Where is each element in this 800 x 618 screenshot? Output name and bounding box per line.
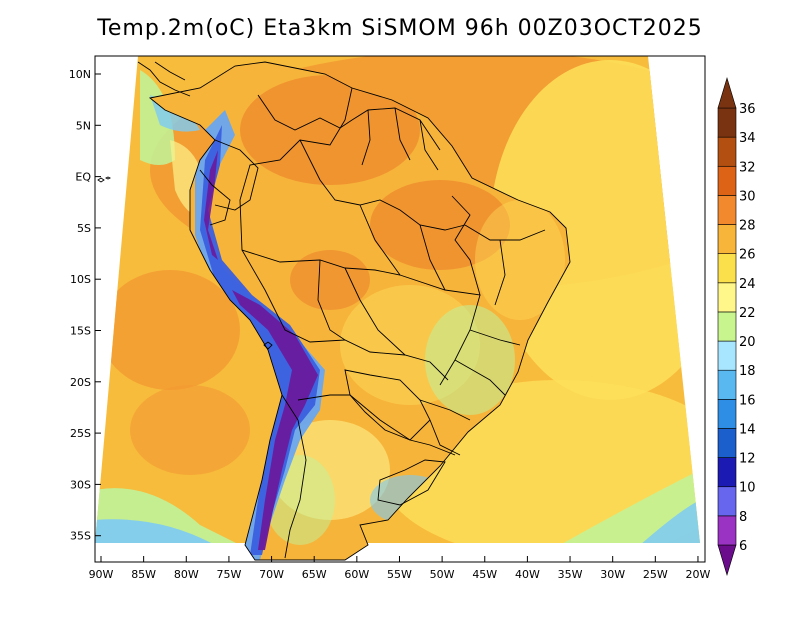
ecuador-border [199, 169, 231, 226]
colorbar-label: 24 [739, 277, 756, 292]
colorbar: 6 8 10 12 14 16 18 20 22 24 26 28 30 32 34 36 [717, 76, 756, 577]
lat-label: 10S [70, 273, 91, 286]
colorbar-bin [717, 486, 737, 517]
colorbar-label: 18 [739, 364, 756, 379]
colorbar-bin [717, 457, 737, 488]
argentina-north-border [297, 394, 456, 456]
andes-north-cold [204, 150, 218, 260]
land-mild-northeast [475, 200, 565, 320]
map-frame [94, 55, 706, 563]
colorbar-bin [717, 107, 737, 138]
lat-label: 5N [76, 119, 91, 132]
lon-label: 60W [344, 568, 369, 581]
colorbar-bin [717, 195, 737, 225]
colorbar-label: 26 [739, 248, 756, 263]
colorbar-bin [717, 544, 737, 577]
bolivia-border [317, 259, 406, 356]
colorbar-bin [717, 136, 737, 167]
longitude-axis: 90W 85W 80W 75W 70W 65W 60W 55W 50W 45W 40W 35W 30W 2… [89, 556, 711, 581]
continent-coastline [148, 61, 571, 561]
colorbar-label: 12 [739, 452, 756, 467]
colorbar-label: 14 [739, 422, 756, 437]
lon-label: 20W [686, 568, 711, 581]
lake-titicaca [263, 341, 273, 350]
lon-label: 55W [387, 568, 412, 581]
lat-label: 25S [70, 427, 91, 440]
colorbar-label: 36 [739, 102, 756, 117]
pacific-cold-coast [95, 519, 215, 543]
colorbar-bin [717, 311, 737, 342]
galapagos-islands [97, 176, 112, 183]
lon-label: 30W [600, 568, 625, 581]
lon-label: 40W [515, 568, 540, 581]
land-hot-southwest [290, 250, 370, 310]
lat-label: 5S [77, 222, 91, 235]
colorbar-label: 6 [739, 539, 747, 554]
chile-argentina-border [281, 394, 307, 559]
lon-label: 80W [174, 568, 199, 581]
colorbar-bin [717, 428, 737, 458]
lat-label: EQ [75, 171, 91, 184]
lat-label: 20S [70, 376, 91, 389]
colorbar-bin [717, 165, 737, 196]
lat-label: 10N [69, 68, 91, 81]
lon-label: 50W [430, 568, 455, 581]
latitude-axis: 10N 5N EQ 5S 10S 15S 20S 25S 30S 35S [69, 68, 101, 543]
lat-label: 30S [70, 478, 91, 491]
venezuela-border [257, 94, 441, 151]
colorbar-label: 10 [739, 481, 756, 496]
andes-coldest-band [232, 290, 318, 550]
colorbar-label: 32 [739, 160, 756, 175]
colorbar-bin [717, 399, 737, 429]
borders [97, 61, 571, 561]
lon-label: 90W [89, 568, 114, 581]
paraguay-border [344, 369, 431, 441]
land-hot-amazon-north [240, 75, 420, 185]
brazil-states [299, 139, 546, 456]
atlantic-cold-coast [640, 500, 700, 543]
frame-border [94, 55, 706, 563]
colorbar-bin [717, 340, 737, 371]
guianas-borders [361, 107, 439, 171]
colorbar-bin [717, 76, 737, 109]
lat-label: 35S [70, 530, 91, 543]
lon-label: 85W [131, 568, 156, 581]
colorbar-bin [717, 253, 737, 284]
lon-label: 35W [558, 568, 583, 581]
colorbar-bin [717, 224, 737, 254]
ocean-hot-pacific-south [130, 385, 250, 475]
colorbar-label: 16 [739, 393, 756, 408]
colorbar-label: 22 [739, 306, 756, 321]
colombia-border [214, 139, 259, 211]
colorbar-bin [717, 515, 737, 546]
colorbar-label: 34 [739, 131, 756, 146]
central-america-coast [137, 61, 191, 97]
colorbar-label: 20 [739, 335, 756, 350]
land-hot-central [370, 180, 510, 270]
lon-label: 45W [472, 568, 497, 581]
colorbar-bin [717, 282, 737, 313]
land-cool-highlands [425, 305, 515, 415]
lon-label: 75W [216, 568, 241, 581]
ocean-hot-pacific [100, 270, 240, 390]
colorbar-label: 8 [739, 510, 747, 525]
map-title: Temp.2m(oC) Eta3km SiSMOM 96h 00Z03OCT20… [97, 16, 703, 41]
colorbar-bin [717, 369, 737, 400]
lon-label: 65W [302, 568, 327, 581]
lat-label: 15S [70, 325, 91, 338]
colorbar-label: 28 [739, 219, 756, 234]
uruguay-border [377, 459, 446, 506]
lon-label: 70W [259, 568, 284, 581]
lon-label: 25W [643, 568, 668, 581]
colorbar-label: 30 [739, 189, 756, 204]
